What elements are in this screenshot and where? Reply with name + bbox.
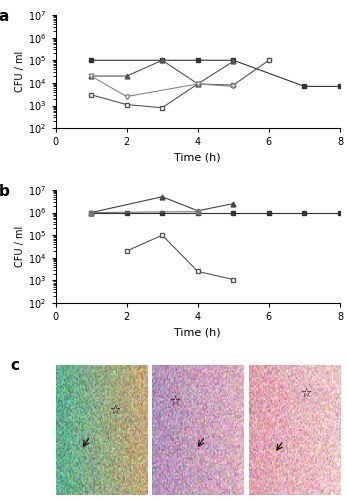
- Y-axis label: CFU / ml: CFU / ml: [15, 51, 25, 92]
- Y-axis label: CFU / ml: CFU / ml: [15, 226, 25, 267]
- X-axis label: Time (h): Time (h): [175, 152, 221, 162]
- Text: b: b: [0, 184, 9, 200]
- Text: c: c: [10, 358, 19, 374]
- X-axis label: Time (h): Time (h): [175, 328, 221, 338]
- Text: a: a: [0, 10, 9, 24]
